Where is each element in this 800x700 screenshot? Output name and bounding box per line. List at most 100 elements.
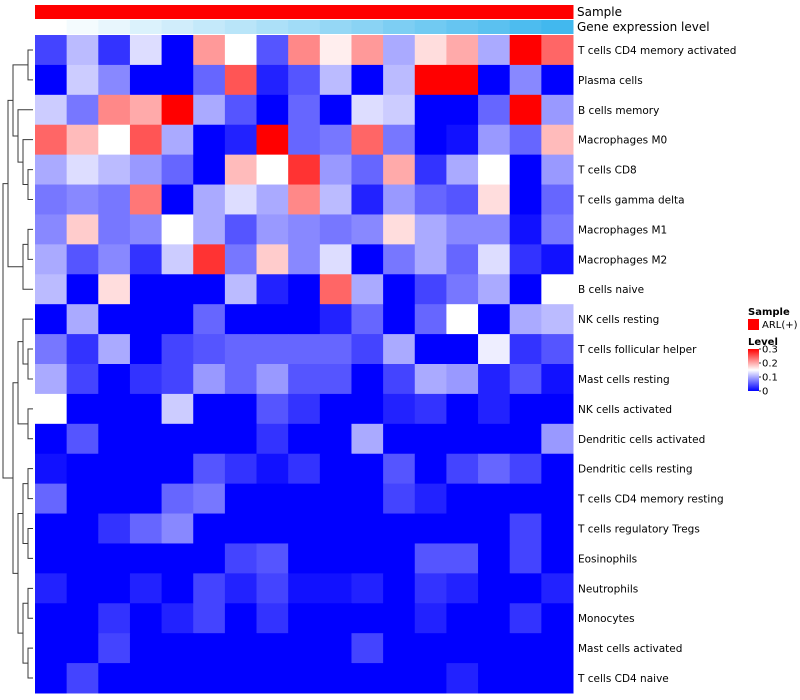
heatmap-cell: [98, 573, 131, 604]
heatmap-cell: [509, 334, 542, 365]
heatmap-row-label: NK cells resting: [578, 314, 659, 326]
heatmap-cell: [224, 304, 258, 335]
heatmap-cell: [319, 304, 352, 335]
legend-tick-label: 0.2: [762, 359, 778, 370]
heatmap-cell: [224, 423, 258, 455]
heatmap-cell: [414, 603, 447, 634]
heatmap-cell: [414, 334, 447, 365]
heatmap-cell: [541, 364, 574, 395]
heatmap-cell: [66, 94, 99, 126]
heatmap-cell: [129, 124, 163, 156]
sample-annotation-cell: [509, 5, 542, 19]
heatmap-cell: [161, 364, 194, 395]
heatmap-cell: [224, 663, 258, 694]
heatmap-cell: [35, 184, 68, 215]
heatmap-cell: [193, 393, 226, 425]
dendrogram-branch: [27, 348, 33, 380]
gene-expression-annotation-cell: [478, 20, 511, 34]
heatmap-cell: [98, 334, 131, 365]
heatmap-row-label: Dendritic cells resting: [578, 464, 693, 476]
heatmap-cell: [98, 663, 131, 694]
heatmap-cell: [129, 304, 163, 335]
heatmap-cell: [35, 453, 68, 485]
heatmap-cell: [446, 364, 479, 395]
heatmap-cell: [256, 633, 289, 664]
heatmap-cell: [161, 214, 194, 245]
heatmap-cell: [224, 633, 258, 664]
heatmap-cell: [35, 543, 68, 574]
heatmap-cell: [129, 35, 163, 66]
heatmap-cell: [129, 184, 163, 215]
heatmap-cell: [129, 663, 163, 694]
heatmap-cell: [478, 393, 511, 425]
heatmap-cell: [383, 94, 416, 126]
dendrogram-branch: [27, 169, 33, 200]
heatmap-cell: [98, 154, 131, 186]
heatmap-cell: [319, 423, 352, 455]
heatmap-row-label: T cells CD8: [577, 165, 637, 177]
heatmap-cell: [66, 423, 99, 455]
heatmap-cell: [351, 423, 384, 455]
heatmap-cell: [383, 663, 416, 694]
heatmap-cell: [66, 124, 99, 156]
heatmap-cell: [98, 603, 131, 634]
heatmap-cell: [193, 214, 226, 245]
heatmap-cell: [478, 64, 511, 96]
heatmap-cell: [351, 483, 384, 515]
heatmap-cell: [35, 214, 68, 245]
sample-annotation-cell: [256, 5, 289, 19]
heatmap-cell: [446, 35, 479, 66]
heatmap-cell: [383, 274, 416, 305]
heatmap-cell: [319, 274, 352, 305]
heatmap-cell: [129, 154, 163, 186]
heatmap-cell: [256, 64, 289, 96]
sample-annotation-cell: [446, 5, 479, 19]
heatmap-cell: [129, 94, 163, 126]
dendrogram-branch: [12, 64, 28, 137]
heatmap-cell: [446, 154, 479, 186]
heatmap-cell: [224, 184, 258, 215]
heatmap-cell: [351, 633, 384, 664]
heatmap-cell: [35, 304, 68, 335]
heatmap-cell: [129, 603, 163, 634]
heatmap-cell: [541, 543, 574, 574]
heatmap-row-label: Plasma cells: [578, 75, 643, 87]
heatmap-cell: [414, 154, 447, 186]
heatmap-cell: [541, 214, 574, 245]
heatmap-cell: [383, 453, 416, 485]
heatmap-cell: [193, 603, 226, 634]
heatmap-cell: [414, 364, 447, 395]
legend-sample-title: Sample: [748, 307, 790, 318]
heatmap-cell: [319, 453, 352, 485]
heatmap-cell: [256, 543, 289, 574]
heatmap-cell: [383, 304, 416, 335]
heatmap-cell: [66, 154, 99, 186]
gene-expression-annotation-cell: [509, 20, 542, 34]
heatmap-cell: [509, 573, 542, 604]
heatmap-cell: [541, 244, 574, 275]
heatmap-cell: [256, 453, 289, 485]
sample-annotation-cell: [129, 5, 163, 19]
heatmap-cell: [414, 124, 447, 156]
heatmap-cell: [509, 184, 542, 215]
sample-annotation-cell: [319, 5, 352, 19]
heatmap-cell: [414, 214, 447, 245]
heatmap-cell: [351, 35, 384, 66]
heatmap-cell: [414, 423, 447, 455]
heatmap-cell: [35, 393, 68, 425]
heatmap-cell: [351, 274, 384, 305]
heatmap-cell: [224, 124, 258, 156]
heatmap-cell: [66, 304, 99, 335]
sample-annotation-cell: [541, 5, 574, 19]
heatmap-cell: [319, 64, 352, 96]
heatmap-cell: [288, 483, 321, 515]
sample-annotation-cell: [193, 5, 226, 19]
heatmap-cell: [478, 274, 511, 305]
heatmap-cell: [256, 184, 289, 215]
heatmap-cell: [509, 64, 542, 96]
heatmap-cell: [446, 304, 479, 335]
heatmap-cell: [414, 393, 447, 425]
heatmap-cell: [351, 393, 384, 425]
heatmap-cell: [98, 483, 131, 515]
